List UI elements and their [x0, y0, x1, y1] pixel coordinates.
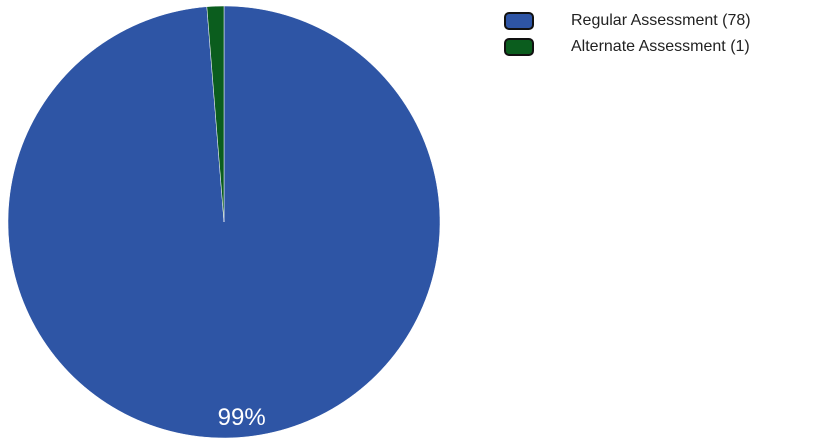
legend-label-regular-assessment: Regular Assessment (78) — [571, 12, 751, 29]
pie-label-regular-assessment: 99% — [218, 404, 266, 431]
legend-item-regular-assessment[interactable]: Regular Assessment (78) — [504, 4, 751, 38]
legend-item-alternate-assessment[interactable]: Alternate Assessment (1) — [504, 30, 751, 64]
pie-slices — [7, 5, 441, 439]
legend: Regular Assessment (78) Alternate Assess… — [504, 4, 751, 56]
pie-slice-labels: 99%1% — [218, 404, 266, 431]
legend-swatch-alternate-assessment — [504, 38, 534, 56]
legend-label-alternate-assessment: Alternate Assessment (1) — [571, 38, 750, 55]
legend-swatch-regular-assessment — [504, 12, 534, 30]
pie-slice-alternate-assessment[interactable] — [206, 5, 225, 223]
